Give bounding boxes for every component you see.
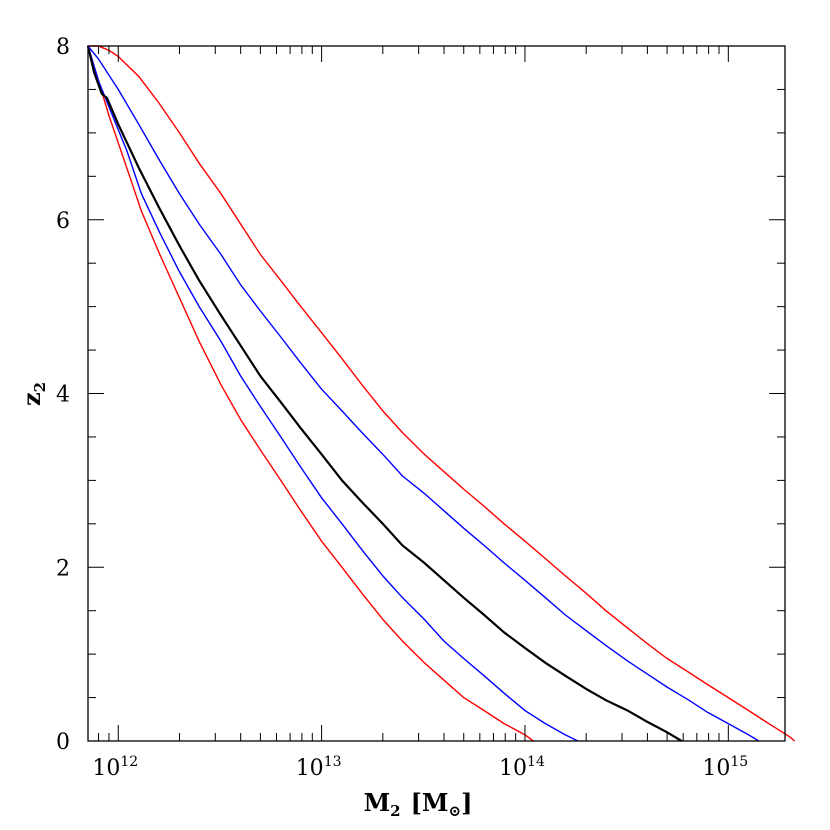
series-line-3 bbox=[86, 45, 683, 742]
y-tick-label: 0 bbox=[56, 730, 70, 755]
x-tick-label: 1012 bbox=[92, 754, 138, 781]
y-axis-label: z2 bbox=[17, 382, 49, 406]
x-tick-label-base: 10 bbox=[92, 756, 120, 781]
series-line-1 bbox=[87, 45, 534, 742]
x-tick-label-base: 10 bbox=[499, 756, 527, 781]
x-axis-label-unit-close: ] bbox=[461, 788, 472, 817]
y-tick-label: 6 bbox=[56, 209, 70, 234]
series-line-4 bbox=[87, 45, 760, 742]
curves-layer bbox=[86, 45, 796, 742]
y-tick-label: 4 bbox=[56, 383, 70, 408]
y-axis-label-sub: 2 bbox=[31, 382, 49, 392]
y-tick-label: 8 bbox=[56, 35, 70, 60]
x-tick-label: 1015 bbox=[702, 754, 748, 781]
series-line-2 bbox=[87, 45, 579, 742]
y-axis-label-main: z bbox=[17, 392, 46, 406]
series-line-5 bbox=[88, 45, 796, 742]
x-tick-labels: 1012 1013 1014 1015 bbox=[92, 754, 748, 781]
x-axis-label: M2 [M⊙] bbox=[364, 788, 473, 820]
x-tick-label-exp: 15 bbox=[730, 754, 748, 770]
y-tick-labels: 0 2 4 6 8 bbox=[56, 35, 70, 755]
x-tick-label-exp: 13 bbox=[324, 754, 342, 770]
x-tick-label-exp: 14 bbox=[527, 754, 545, 770]
plot-frame bbox=[87, 45, 786, 742]
x-tick-label: 1014 bbox=[499, 754, 545, 781]
x-axis-label-sub: 2 bbox=[390, 802, 400, 820]
ticks-layer bbox=[88, 45, 785, 742]
x-tick-label-exp: 12 bbox=[120, 754, 138, 770]
x-tick-label-base: 10 bbox=[702, 756, 730, 781]
x-tick-label: 1013 bbox=[296, 754, 342, 781]
x-axis-label-unit: [M bbox=[411, 788, 449, 817]
y-tick-label: 2 bbox=[56, 556, 70, 581]
x-axis-label-unit-sub: ⊙ bbox=[449, 802, 462, 820]
x-tick-label-base: 10 bbox=[296, 756, 324, 781]
x-axis-label-main: M bbox=[364, 788, 391, 817]
